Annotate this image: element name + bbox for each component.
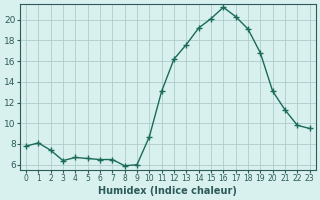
X-axis label: Humidex (Indice chaleur): Humidex (Indice chaleur) bbox=[98, 186, 237, 196]
